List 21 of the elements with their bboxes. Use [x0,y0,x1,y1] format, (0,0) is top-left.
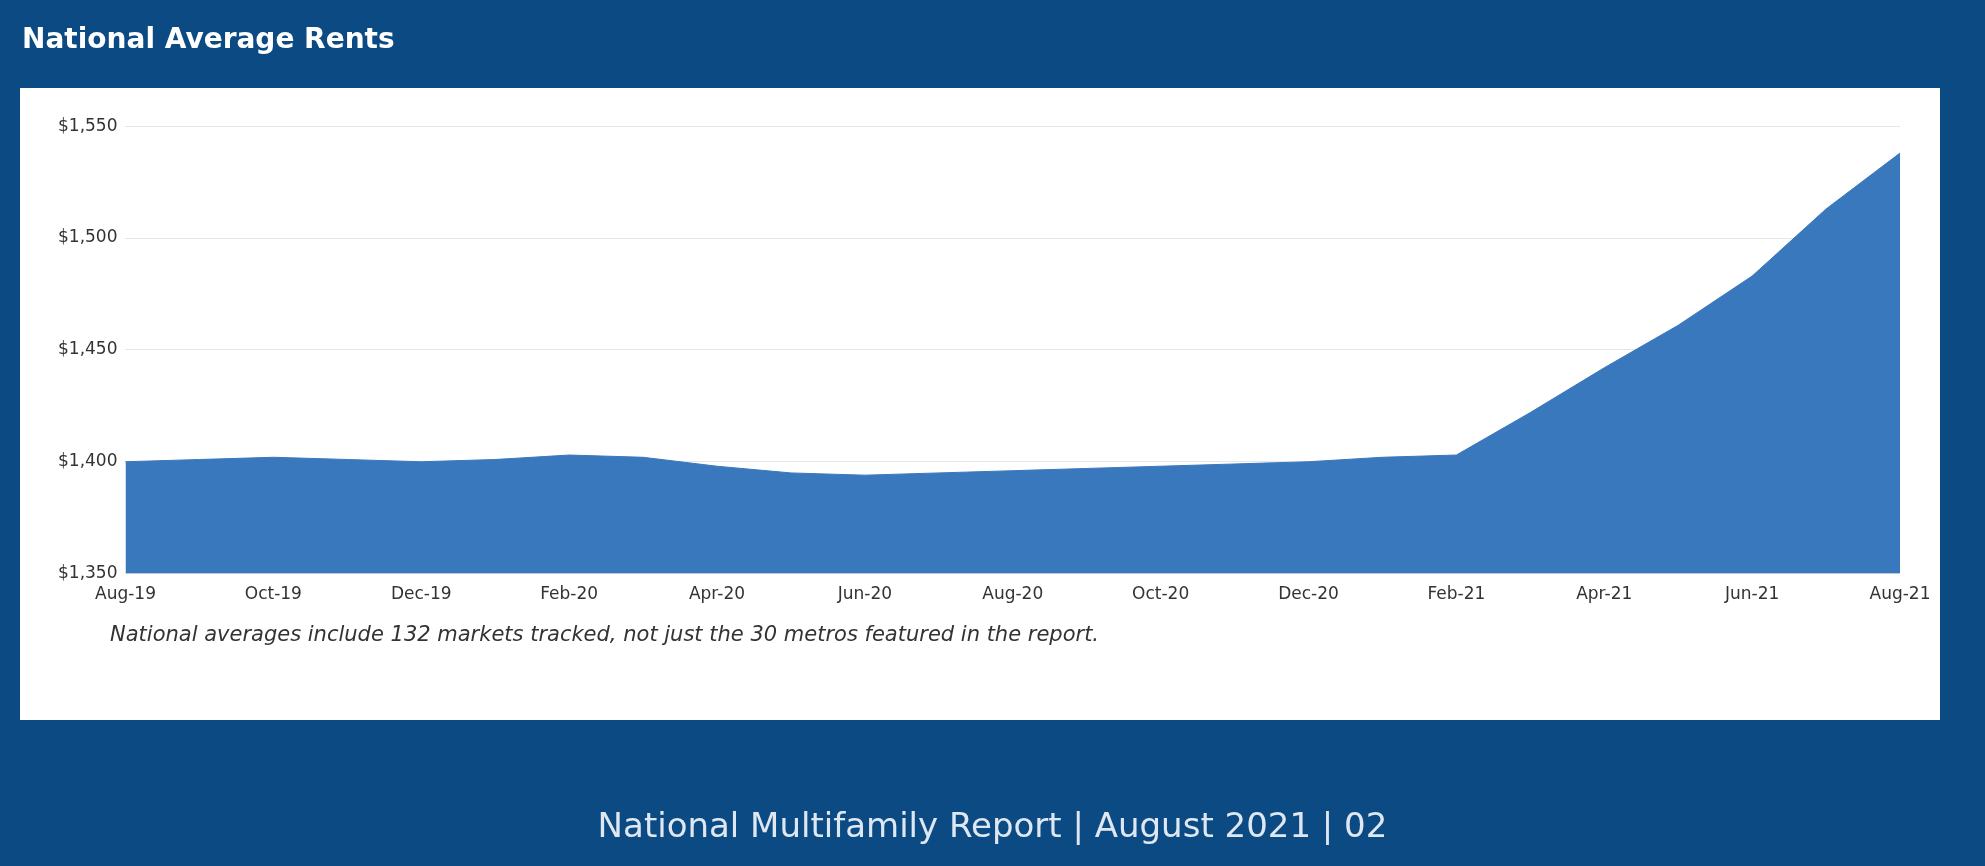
y-tick-label: $1,550 [58,114,118,135]
text: National averages include 132 markets tracked, not just the 30 metros featured in the report. [110,621,1100,648]
y-tick-label: $1,450 [58,338,118,359]
x-tick-label: Jun-21 [1723,583,1780,604]
x-tick-label: Aug-19 [95,583,156,604]
x-tick-label: Aug-20 [982,583,1044,604]
y-tick-label: $1,350 [58,562,118,583]
y-tick-label: $1,400 [58,450,118,471]
text: National Multifamily Report | August 2021 | 02 [596,805,1389,845]
x-tick-label: Feb-21 [1427,583,1486,604]
x-tick-label: Oct-19 [244,583,302,604]
chart-title: National Average Rents [22,22,395,55]
x-tick-label: Aug-21 [1869,583,1931,604]
x-tick-label: Apr-20 [688,583,746,604]
x-tick-label: Dec-19 [390,583,452,604]
x-tick-label: Dec-20 [1278,583,1339,604]
y-tick-label: $1,500 [58,226,118,247]
x-tick-label: Apr-21 [1576,583,1633,604]
x-tick-label: Oct-20 [1132,583,1190,604]
x-tick-label: Feb-20 [540,583,599,604]
x-tick-label: Jun-20 [836,583,893,604]
